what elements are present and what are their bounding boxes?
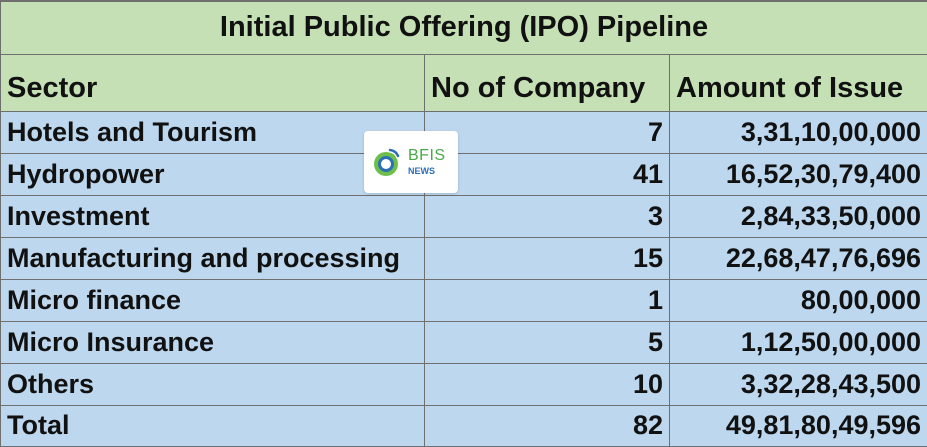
- company-count-cell: 15: [424, 236, 670, 280]
- company-count-cell: 10: [424, 362, 670, 406]
- total-label: Total: [0, 404, 425, 447]
- header-amount-of-issue: Amount of Issue: [668, 53, 927, 112]
- header-no-of-company: No of Company: [424, 53, 670, 112]
- sector-cell: Micro Insurance: [0, 320, 425, 364]
- table-row: Micro finance 1 80,00,000: [0, 278, 927, 322]
- sector-cell: Hydropower: [0, 152, 425, 196]
- header-sector: Sector: [0, 53, 425, 112]
- sector-cell: Hotels and Tourism: [0, 110, 425, 154]
- table-row: Micro Insurance 5 1,12,50,00,000: [0, 320, 927, 364]
- watermark-sub: NEWS: [408, 166, 435, 176]
- company-count-cell: 1: [424, 278, 670, 322]
- amount-cell: 80,00,000: [668, 278, 927, 322]
- total-amount: 49,81,80,49,596: [668, 404, 927, 447]
- table-row: Hotels and Tourism 7 3,31,10,00,000: [0, 110, 927, 154]
- table-row: Investment 3 2,84,33,50,000: [0, 194, 927, 238]
- table-title: Initial Public Offering (IPO) Pipeline: [0, 0, 927, 55]
- sector-cell: Others: [0, 362, 425, 406]
- sector-cell: Manufacturing and processing: [0, 236, 425, 280]
- bfis-news-watermark: BFIS NEWS: [364, 131, 458, 193]
- total-company-count: 82: [424, 404, 670, 447]
- amount-cell: 3,31,10,00,000: [668, 110, 927, 154]
- amount-cell: 2,84,33,50,000: [668, 194, 927, 238]
- watermark-brand: BFIS: [408, 147, 446, 164]
- sector-cell: Investment: [0, 194, 425, 238]
- title-row: Initial Public Offering (IPO) Pipeline: [0, 0, 927, 55]
- company-count-cell: 5: [424, 320, 670, 364]
- amount-cell: 1,12,50,00,000: [668, 320, 927, 364]
- amount-cell: 3,32,28,43,500: [668, 362, 927, 406]
- company-count-cell: 7: [424, 110, 670, 154]
- company-count-cell: 41: [424, 152, 670, 196]
- amount-cell: 22,68,47,76,696: [668, 236, 927, 280]
- company-count-cell: 3: [424, 194, 670, 238]
- table-row: Hydropower 41 16,52,30,79,400: [0, 152, 927, 196]
- sector-cell: Micro finance: [0, 278, 425, 322]
- table-row: Others 10 3,32,28,43,500: [0, 362, 927, 406]
- bfis-logo-icon: [374, 148, 400, 176]
- table-row: Manufacturing and processing 15 22,68,47…: [0, 236, 927, 280]
- total-row: Total 82 49,81,80,49,596: [0, 404, 927, 447]
- header-row: Sector No of Company Amount of Issue: [0, 53, 927, 112]
- amount-cell: 16,52,30,79,400: [668, 152, 927, 196]
